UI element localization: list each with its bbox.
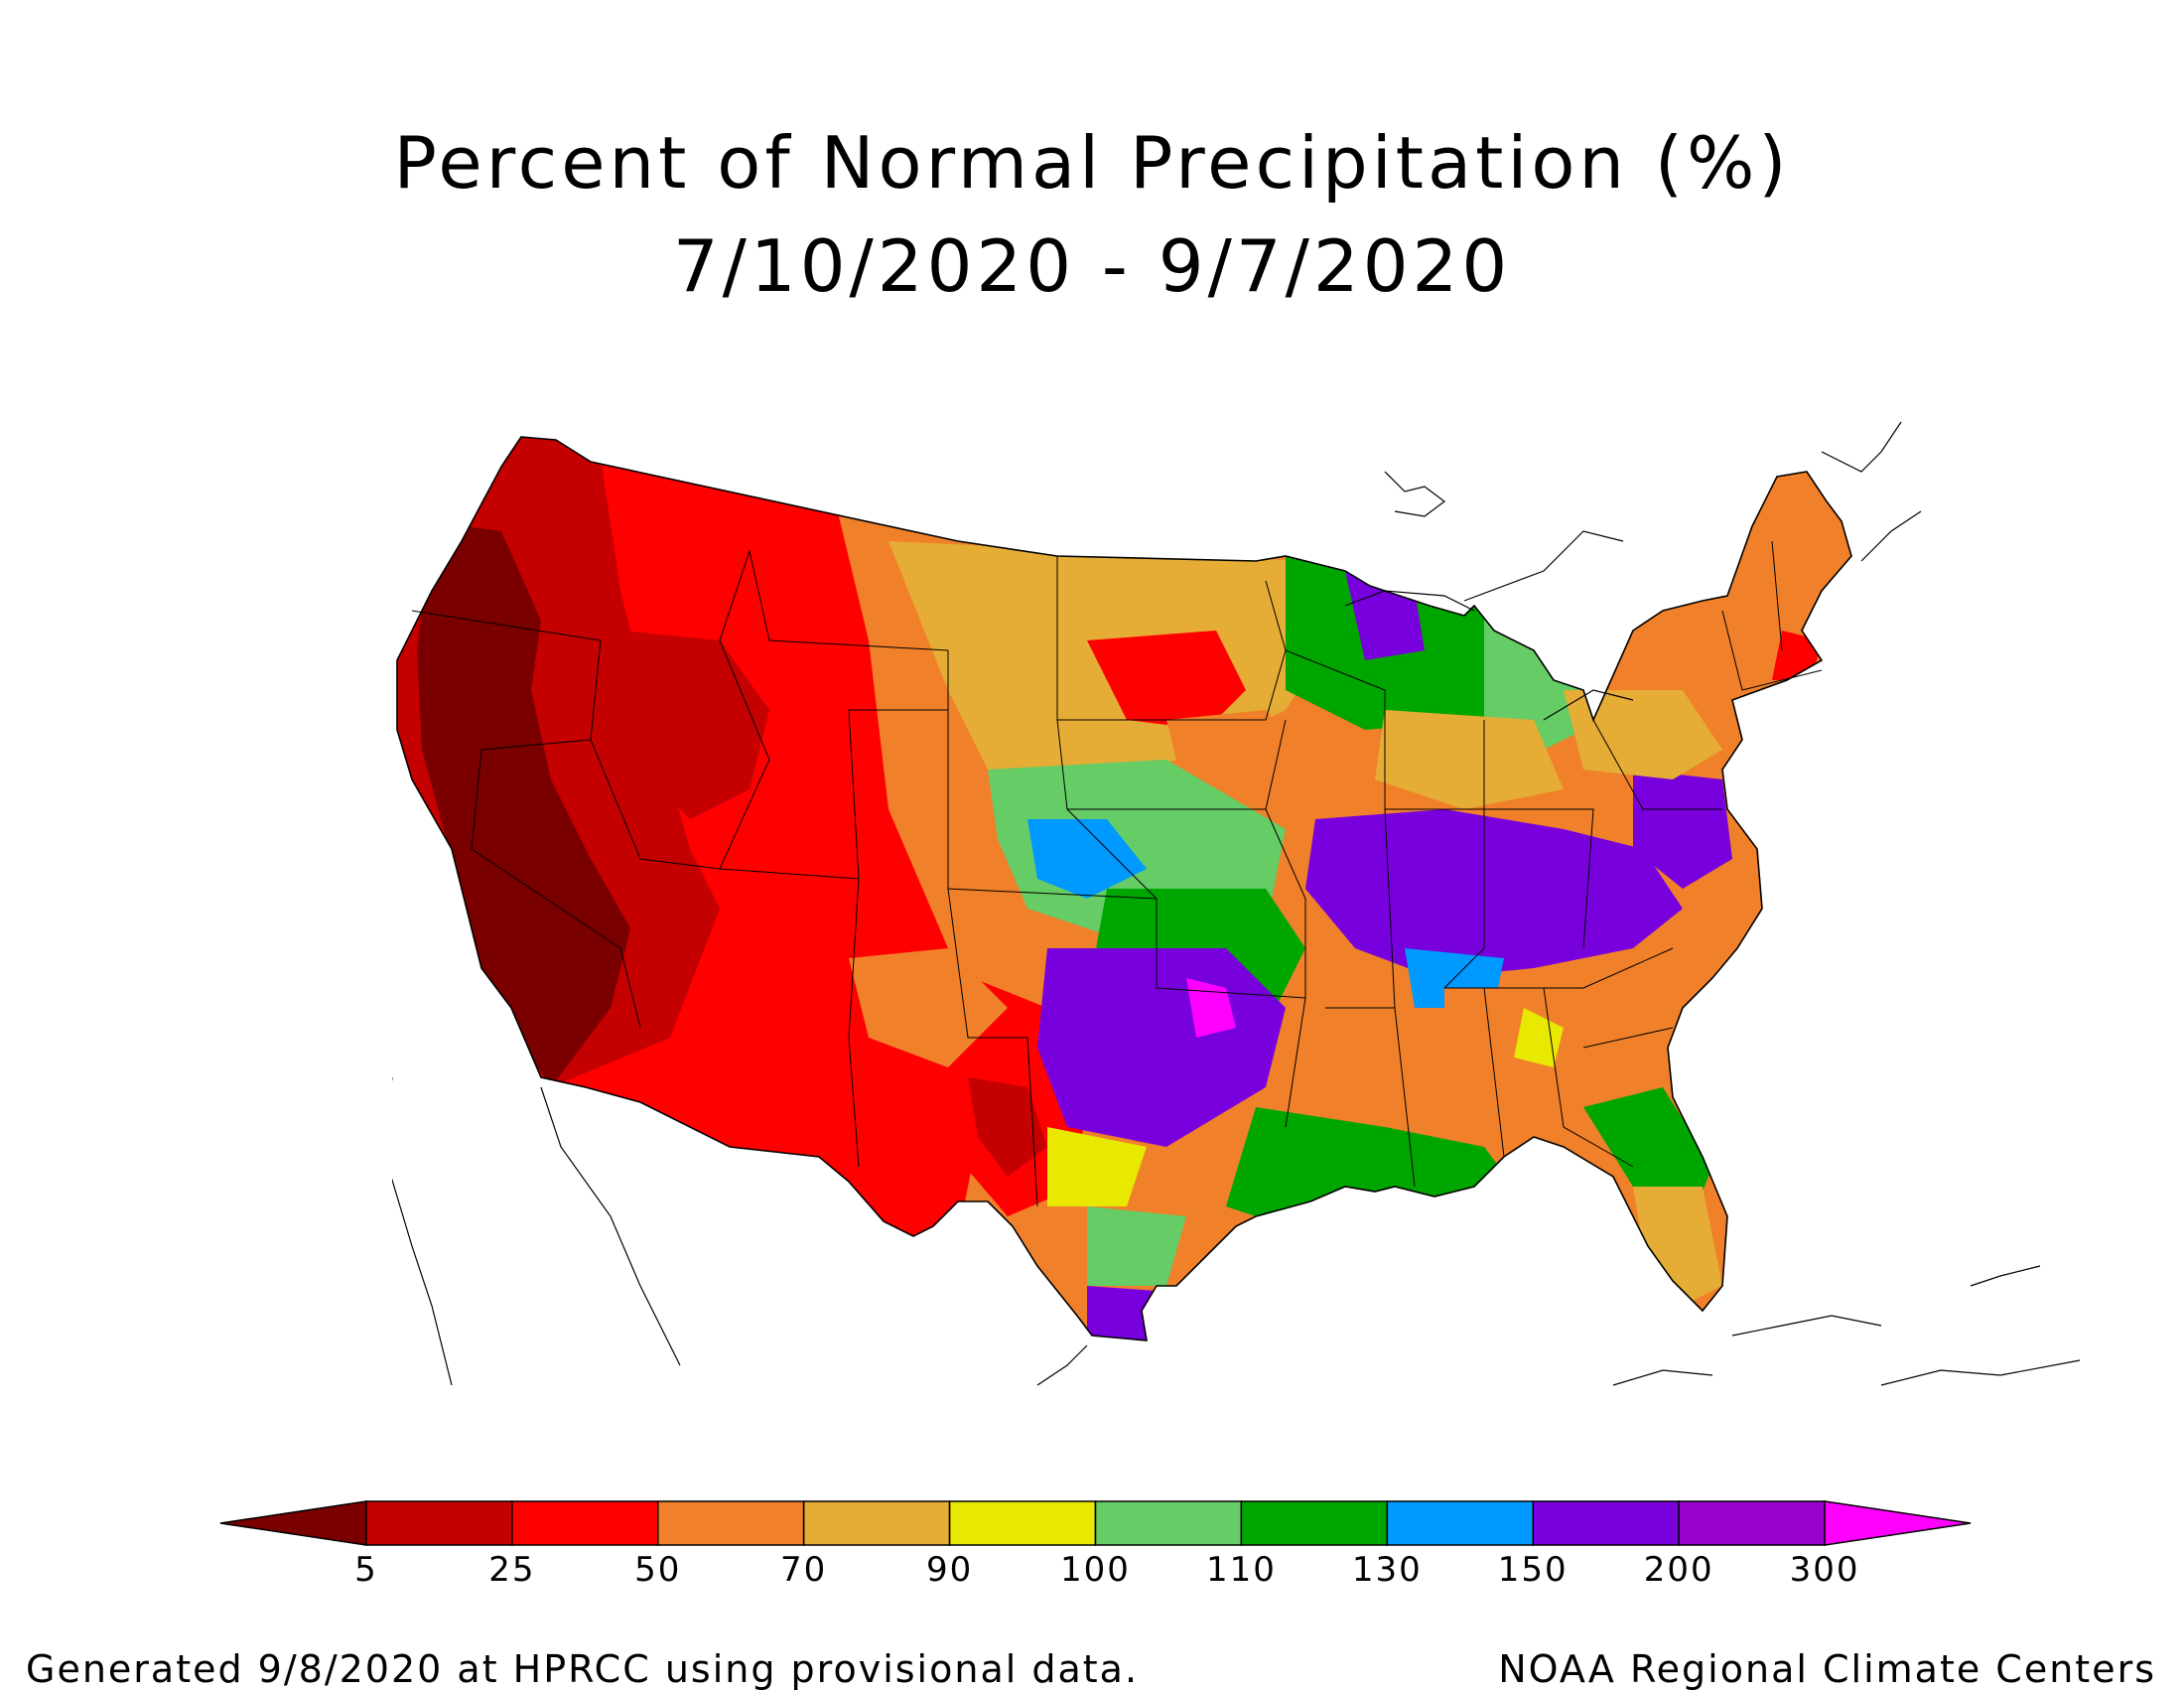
legend-bin [948, 1500, 1097, 1546]
legend-tick-label: 5 [354, 1550, 378, 1589]
legend-tick-label: 300 [1790, 1550, 1860, 1589]
legend-bin [1386, 1500, 1535, 1546]
legend-bin [1532, 1500, 1680, 1546]
legend-tick-label: 200 [1644, 1550, 1714, 1589]
legend-bin [1094, 1500, 1243, 1546]
generated-note: Generated 9/8/2020 at HPRCC using provis… [26, 1647, 1140, 1691]
legend-tick-label: 150 [1498, 1550, 1569, 1589]
legend-tick-label: 100 [1060, 1550, 1131, 1589]
map-date-range: 7/10/2020 - 9/7/2020 [672, 224, 1512, 308]
source-credit: NOAA Regional Climate Centers [1498, 1647, 2156, 1691]
legend-tick-label: 70 [780, 1550, 827, 1589]
legend-tick-label: 90 [926, 1550, 973, 1589]
legend-tick-label: 25 [488, 1550, 535, 1589]
legend-tick-label: 130 [1352, 1550, 1423, 1589]
legend-bin [1678, 1500, 1826, 1546]
legend-bin [657, 1500, 805, 1546]
map-title: Percent of Normal Precipitation (%) [393, 121, 1791, 205]
legend-tick-label: 50 [634, 1550, 681, 1589]
legend-bin [365, 1500, 513, 1546]
legend-bin [511, 1500, 659, 1546]
color-scale-legend: 5 25 50 70 90 100 110 130 150 200 300 [219, 1500, 1972, 1589]
legend-tick-label: 110 [1206, 1550, 1277, 1589]
legend-bin [1824, 1500, 1972, 1546]
legend-bin [1240, 1500, 1389, 1546]
precipitation-map [392, 421, 2081, 1386]
legend-bin [219, 1500, 367, 1546]
legend-bin [802, 1500, 951, 1546]
